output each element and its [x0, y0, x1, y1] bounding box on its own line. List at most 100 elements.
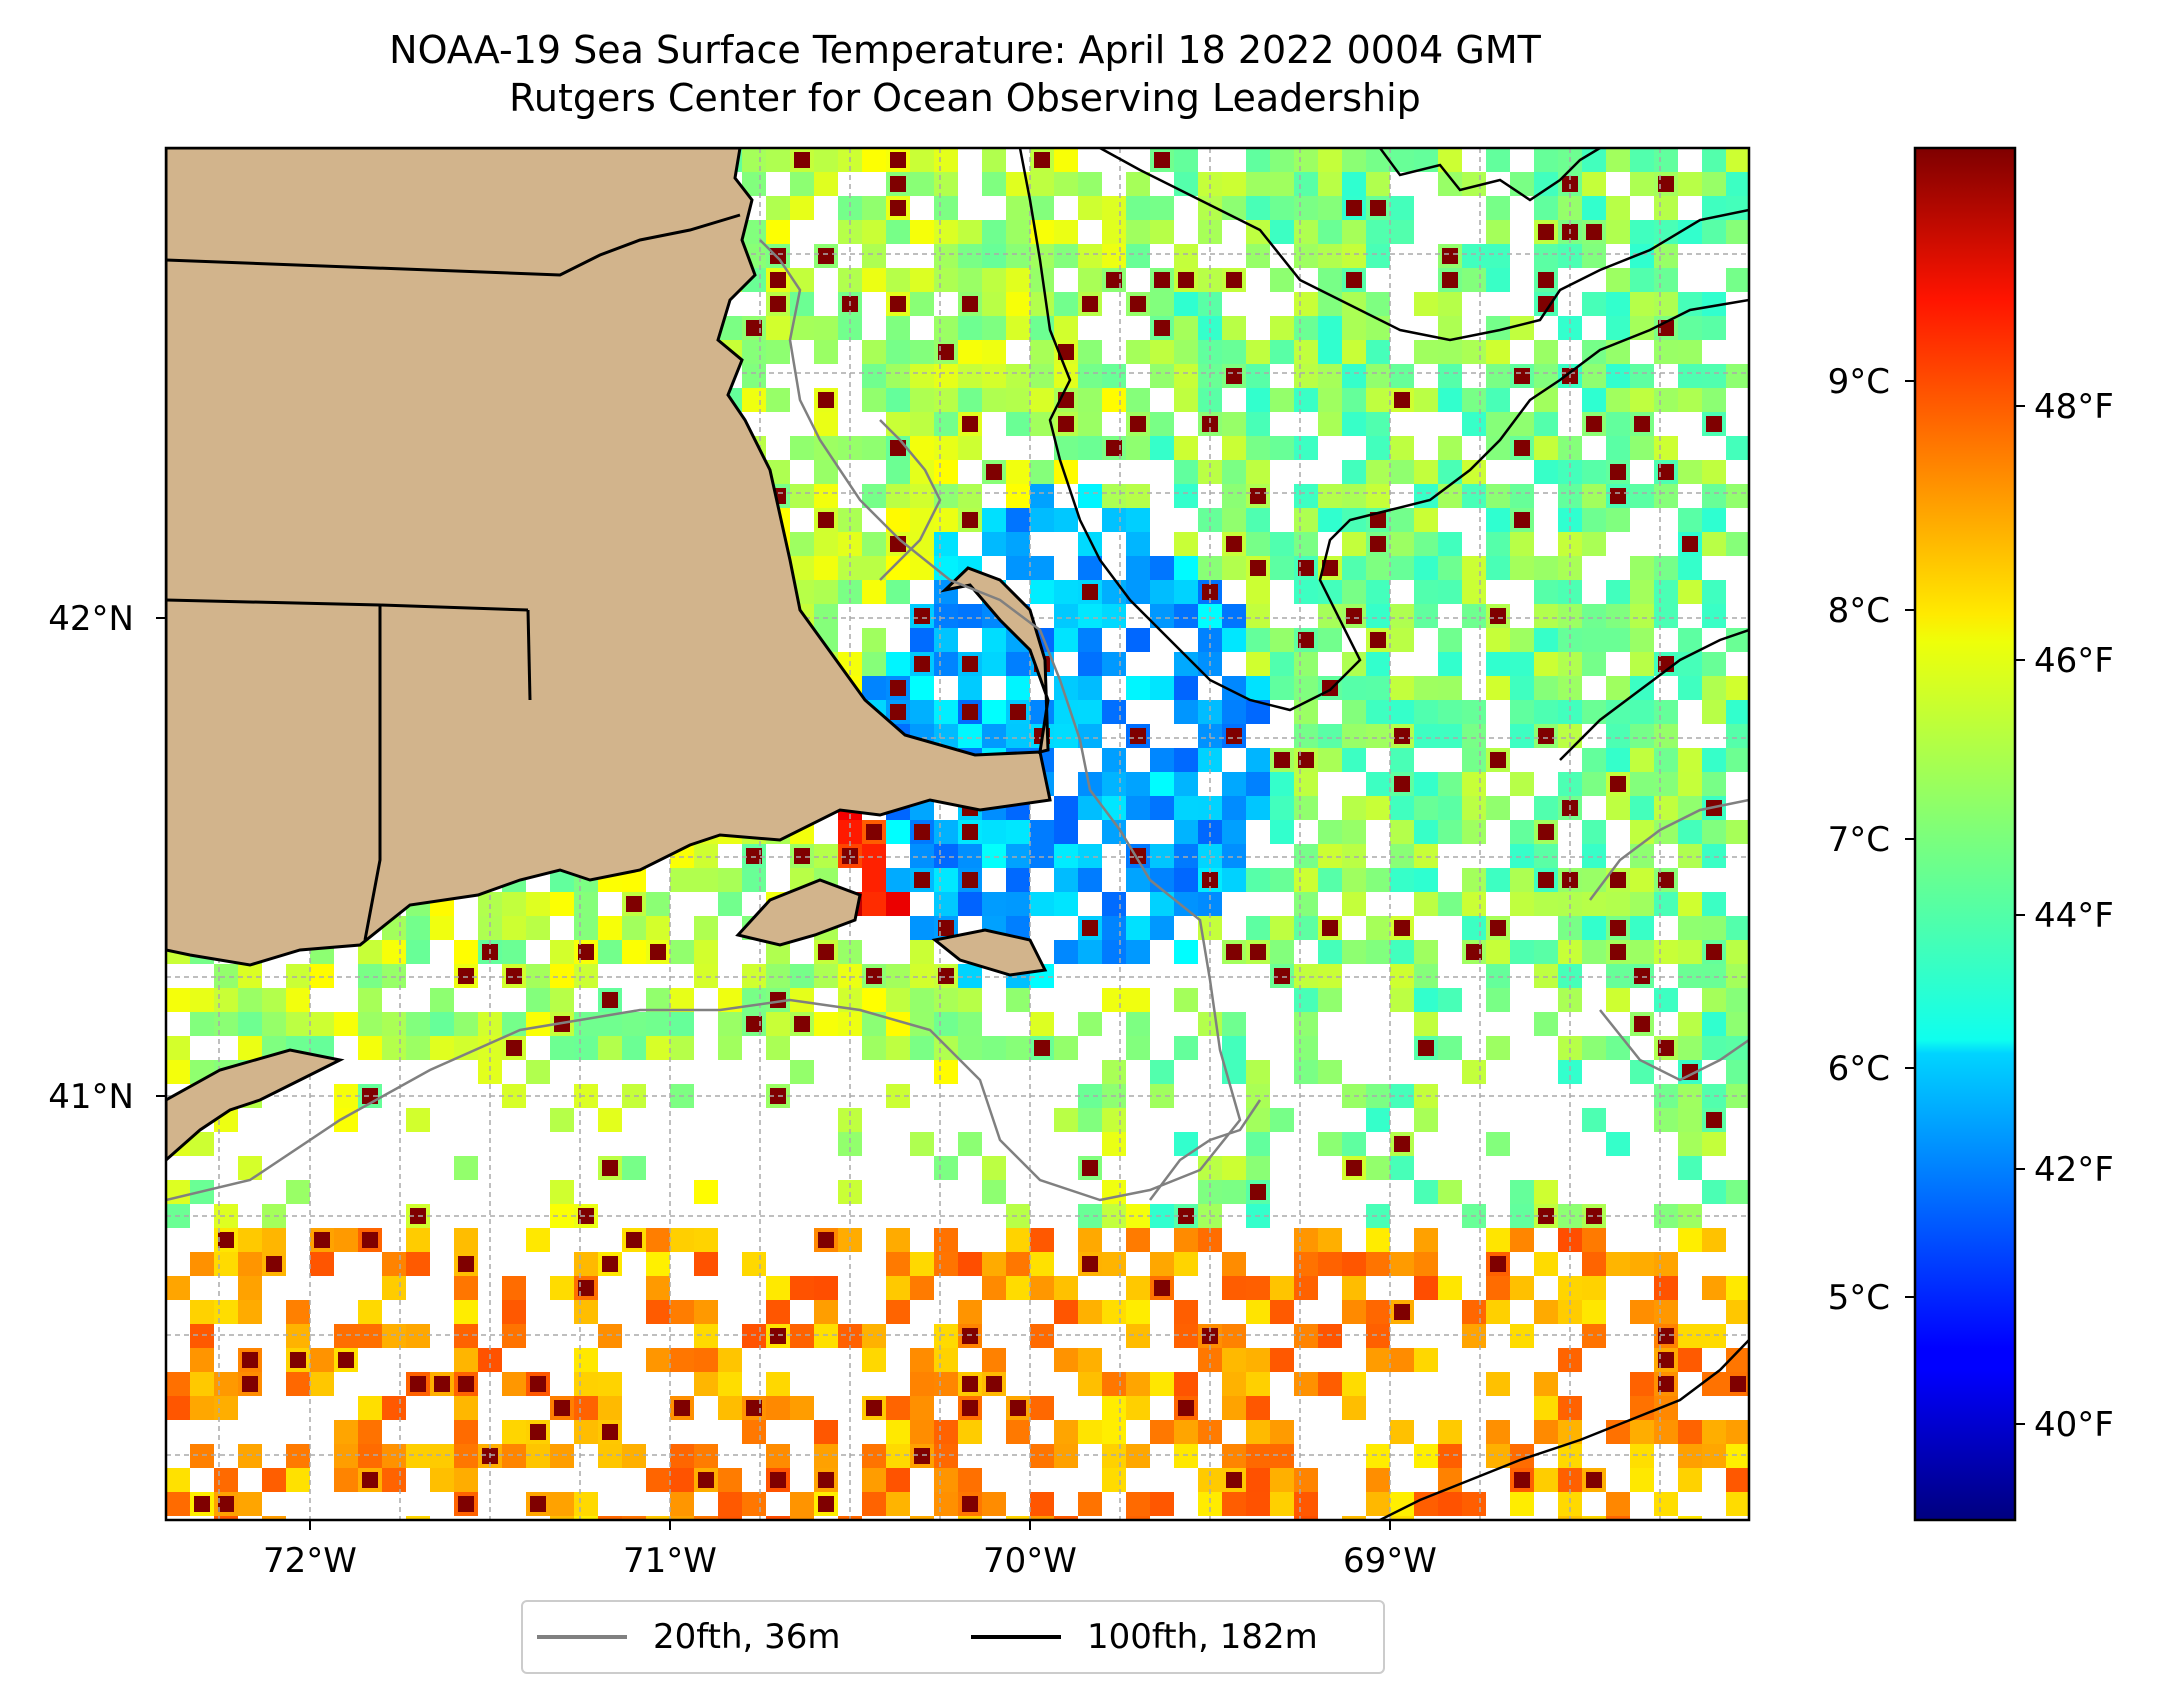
sst-cell [1294, 388, 1318, 412]
sst-cell [1366, 484, 1390, 508]
sst-cell [1294, 292, 1318, 316]
sst-cell [1486, 508, 1510, 532]
sst-cell [742, 364, 766, 388]
sst-cell [766, 220, 790, 244]
sst-cell [1006, 220, 1030, 244]
sst-cell [1102, 364, 1126, 388]
sst-cell [1150, 436, 1174, 460]
sst-cell [1294, 340, 1318, 364]
sst-cell [1606, 268, 1630, 292]
sst-cell [1150, 364, 1174, 388]
sst-cell [1630, 172, 1654, 196]
sst-cell [1342, 316, 1366, 340]
sst-cell [1366, 436, 1390, 460]
celsius-tick-label: 6°C [1828, 1049, 1890, 1089]
sst-cell [1462, 340, 1486, 364]
sst-cell [1150, 220, 1174, 244]
sst-cell [958, 316, 982, 340]
legend-label-100fth: 100fth, 182m [1087, 1617, 1318, 1657]
sst-cell [1318, 244, 1342, 268]
sst-cell [1294, 436, 1318, 460]
sst-cell [1318, 364, 1342, 388]
sst-cell [1054, 172, 1078, 196]
sst-cell [1486, 340, 1510, 364]
sst-warm-pixel [1226, 368, 1242, 384]
sst-cell [1702, 460, 1726, 484]
sst-cell [1342, 148, 1366, 172]
sst-cell [1174, 148, 1198, 172]
sst-cell [1126, 172, 1150, 196]
sst-cell [1078, 484, 1102, 508]
sst-cell [1126, 340, 1150, 364]
sst-cell [814, 412, 838, 436]
sst-cell [982, 244, 1006, 268]
sst-cell [958, 436, 982, 460]
sst-cell [1630, 484, 1654, 508]
sst-cell [1078, 268, 1102, 292]
sst-cell [1462, 244, 1486, 268]
sst-cell [1606, 412, 1630, 436]
sst-cell [1534, 436, 1558, 460]
sst-cell [1006, 316, 1030, 340]
sst-warm-pixel [1538, 224, 1554, 240]
sst-cell [1318, 220, 1342, 244]
sst-cell [934, 172, 958, 196]
sst-cell [1006, 484, 1030, 508]
sst-cell [862, 340, 886, 364]
sst-warm-pixel [1538, 272, 1554, 288]
sst-cell [1678, 388, 1702, 412]
sst-cell [1270, 268, 1294, 292]
sst-warm-pixel [1658, 176, 1674, 192]
sst-cell [934, 412, 958, 436]
sst-cell [1606, 436, 1630, 460]
title-line-2: Rutgers Center for Ocean Observing Leade… [509, 76, 1421, 120]
sst-cell [1510, 172, 1534, 196]
sst-warm-pixel [1130, 416, 1146, 432]
sst-cell [1414, 388, 1438, 412]
sst-cell [1390, 220, 1414, 244]
sst-cell [1486, 196, 1510, 220]
fahrenheit-tick-label: 42°F [2034, 1150, 2114, 1190]
sst-cell [1294, 508, 1318, 532]
sst-cell [982, 292, 1006, 316]
sst-cell [1174, 460, 1198, 484]
sst-cell [1534, 388, 1558, 412]
sst-warm-pixel [1130, 296, 1146, 312]
sst-warm-pixel [1058, 344, 1074, 360]
sst-cell [1294, 244, 1318, 268]
sst-warm-pixel [794, 152, 810, 168]
fahrenheit-tick-label: 40°F [2034, 1405, 2114, 1445]
sst-cell [1318, 388, 1342, 412]
sst-cell [982, 220, 1006, 244]
sst-cell [1342, 460, 1366, 484]
sst-warm-pixel [1154, 272, 1170, 288]
sst-cell [1678, 172, 1702, 196]
sst-cell [886, 412, 910, 436]
sst-cell [1414, 460, 1438, 484]
sst-cell [1582, 460, 1606, 484]
sst-warm-pixel [890, 152, 906, 168]
sst-cell [1414, 508, 1438, 532]
sst-cell [790, 196, 814, 220]
celsius-tick-label: 7°C [1828, 820, 1890, 860]
sst-warm-pixel [1370, 512, 1386, 528]
sst-cell [1342, 244, 1366, 268]
sst-cell [1486, 436, 1510, 460]
sst-cell [1438, 340, 1462, 364]
sst-cell [862, 364, 886, 388]
sst-cell [1486, 220, 1510, 244]
sst-cell [934, 268, 958, 292]
sst-cell [1654, 484, 1678, 508]
sst-cell [1582, 364, 1606, 388]
sst-cell [862, 196, 886, 220]
sst-warm-pixel [1250, 488, 1266, 504]
sst-cell [1030, 484, 1054, 508]
sst-cell [1678, 364, 1702, 388]
sst-cell [910, 388, 934, 412]
sst-cell [1486, 484, 1510, 508]
sst-cell [790, 532, 814, 556]
sst-cell [1702, 364, 1726, 388]
sst-cell [886, 340, 910, 364]
title-line-1: NOAA-19 Sea Surface Temperature: April 1… [389, 28, 1541, 72]
sst-cell [886, 508, 910, 532]
